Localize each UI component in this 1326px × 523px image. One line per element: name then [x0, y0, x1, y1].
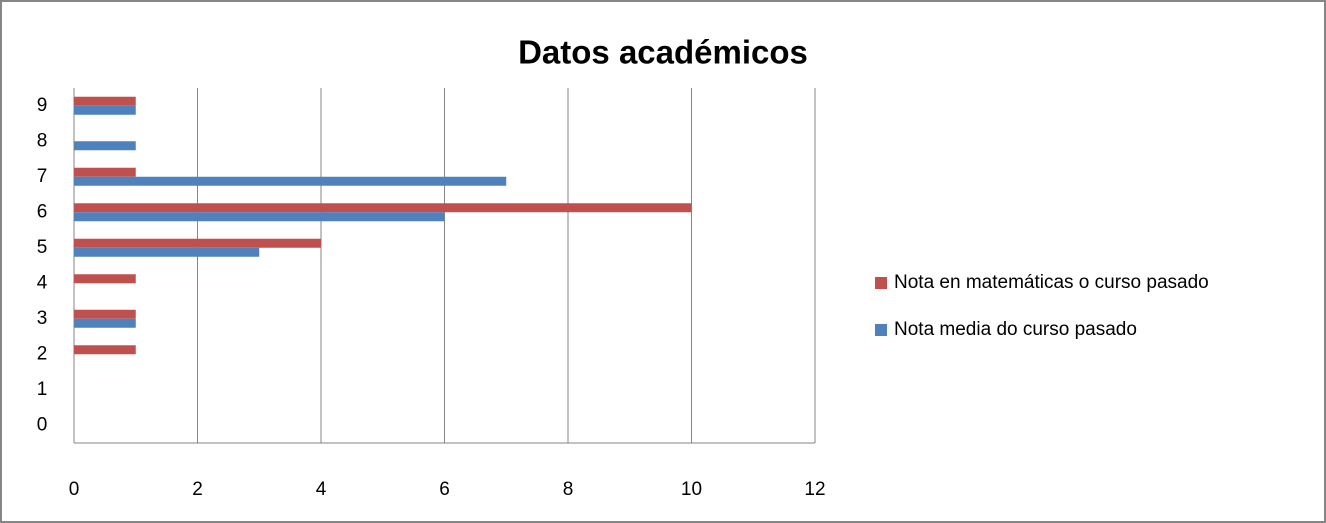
bar: [74, 212, 445, 222]
bar: [74, 345, 136, 355]
bar: [74, 309, 136, 319]
legend-label: Nota en matemáticas o curso pasado: [894, 272, 1209, 293]
y-tick-label: 5: [37, 237, 48, 258]
x-tick-label: 0: [69, 479, 80, 500]
y-tick-label: 1: [37, 379, 48, 400]
legend-swatch: [875, 324, 887, 336]
bar: [74, 247, 260, 257]
bar: [74, 203, 692, 213]
x-tick-label: 8: [563, 479, 574, 500]
x-tick-label: 12: [804, 479, 825, 500]
x-tick-label: 2: [192, 479, 203, 500]
legend-swatch: [875, 277, 887, 289]
bar: [74, 274, 136, 284]
bar: [74, 238, 321, 248]
bar: [74, 105, 136, 115]
bar: [74, 96, 136, 106]
y-tick-label: 8: [37, 130, 48, 151]
y-tick-label: 9: [37, 95, 48, 116]
y-tick-label: 7: [37, 166, 48, 187]
y-tick-label: 0: [37, 414, 48, 435]
x-tick-label: 10: [681, 479, 702, 500]
bar: [74, 176, 507, 186]
y-tick-label: 2: [37, 343, 48, 364]
y-tick-label: 3: [37, 308, 48, 329]
y-tick-label: 6: [37, 201, 48, 222]
chart-title: Datos académicos: [518, 34, 808, 71]
x-tick-label: 4: [316, 479, 327, 500]
bar: [74, 167, 136, 177]
legend-label: Nota media do curso pasado: [894, 319, 1137, 340]
y-tick-label: 4: [37, 272, 48, 293]
x-tick-label: 6: [439, 479, 450, 500]
bar: [74, 318, 136, 328]
bar: [74, 141, 136, 151]
